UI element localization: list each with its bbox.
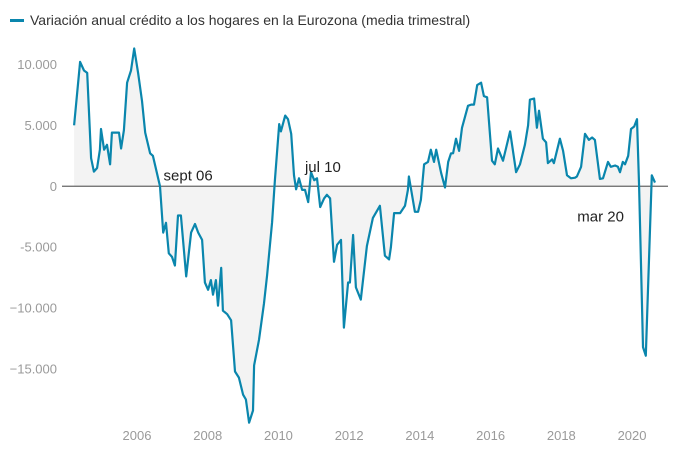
x-tick-label: 2010: [264, 428, 293, 443]
x-tick-label: 2016: [476, 428, 505, 443]
x-tick-label: 2008: [193, 428, 222, 443]
annotation-label: sept 06: [164, 167, 213, 184]
series-line: [73, 47, 657, 424]
x-tick-label: 2014: [405, 428, 434, 443]
x-tick-label: 2018: [547, 428, 576, 443]
annotation-label: mar 20: [577, 209, 624, 226]
area-fill: [74, 48, 656, 423]
x-tick-label: 2020: [618, 428, 647, 443]
x-tick-label: 2012: [335, 428, 364, 443]
y-tick-label: 10.000: [17, 57, 57, 72]
chart-legend: Variación anual crédito a los hogares en…: [10, 12, 470, 28]
legend-swatch: [10, 18, 24, 22]
annotation-label: jul 10: [304, 159, 341, 176]
annotations: sept 06 jul 10 mar 20: [164, 159, 624, 226]
y-tick-label: 5.000: [24, 118, 57, 133]
y-tick-label: -5.000: [20, 240, 57, 255]
y-tick-label: −15.000: [10, 362, 57, 377]
x-tick-label: 2006: [123, 428, 152, 443]
y-tick-label: 0: [50, 179, 57, 194]
legend-label: Variación anual crédito a los hogares en…: [30, 12, 471, 28]
x-axis: 2006 2008 2010 2012 2014 2016 2018 2020: [123, 428, 647, 443]
y-tick-label: −10.000: [10, 301, 57, 316]
y-axis: 10.000 5.000 0 -5.000 −10.000 −15.000: [10, 57, 57, 377]
